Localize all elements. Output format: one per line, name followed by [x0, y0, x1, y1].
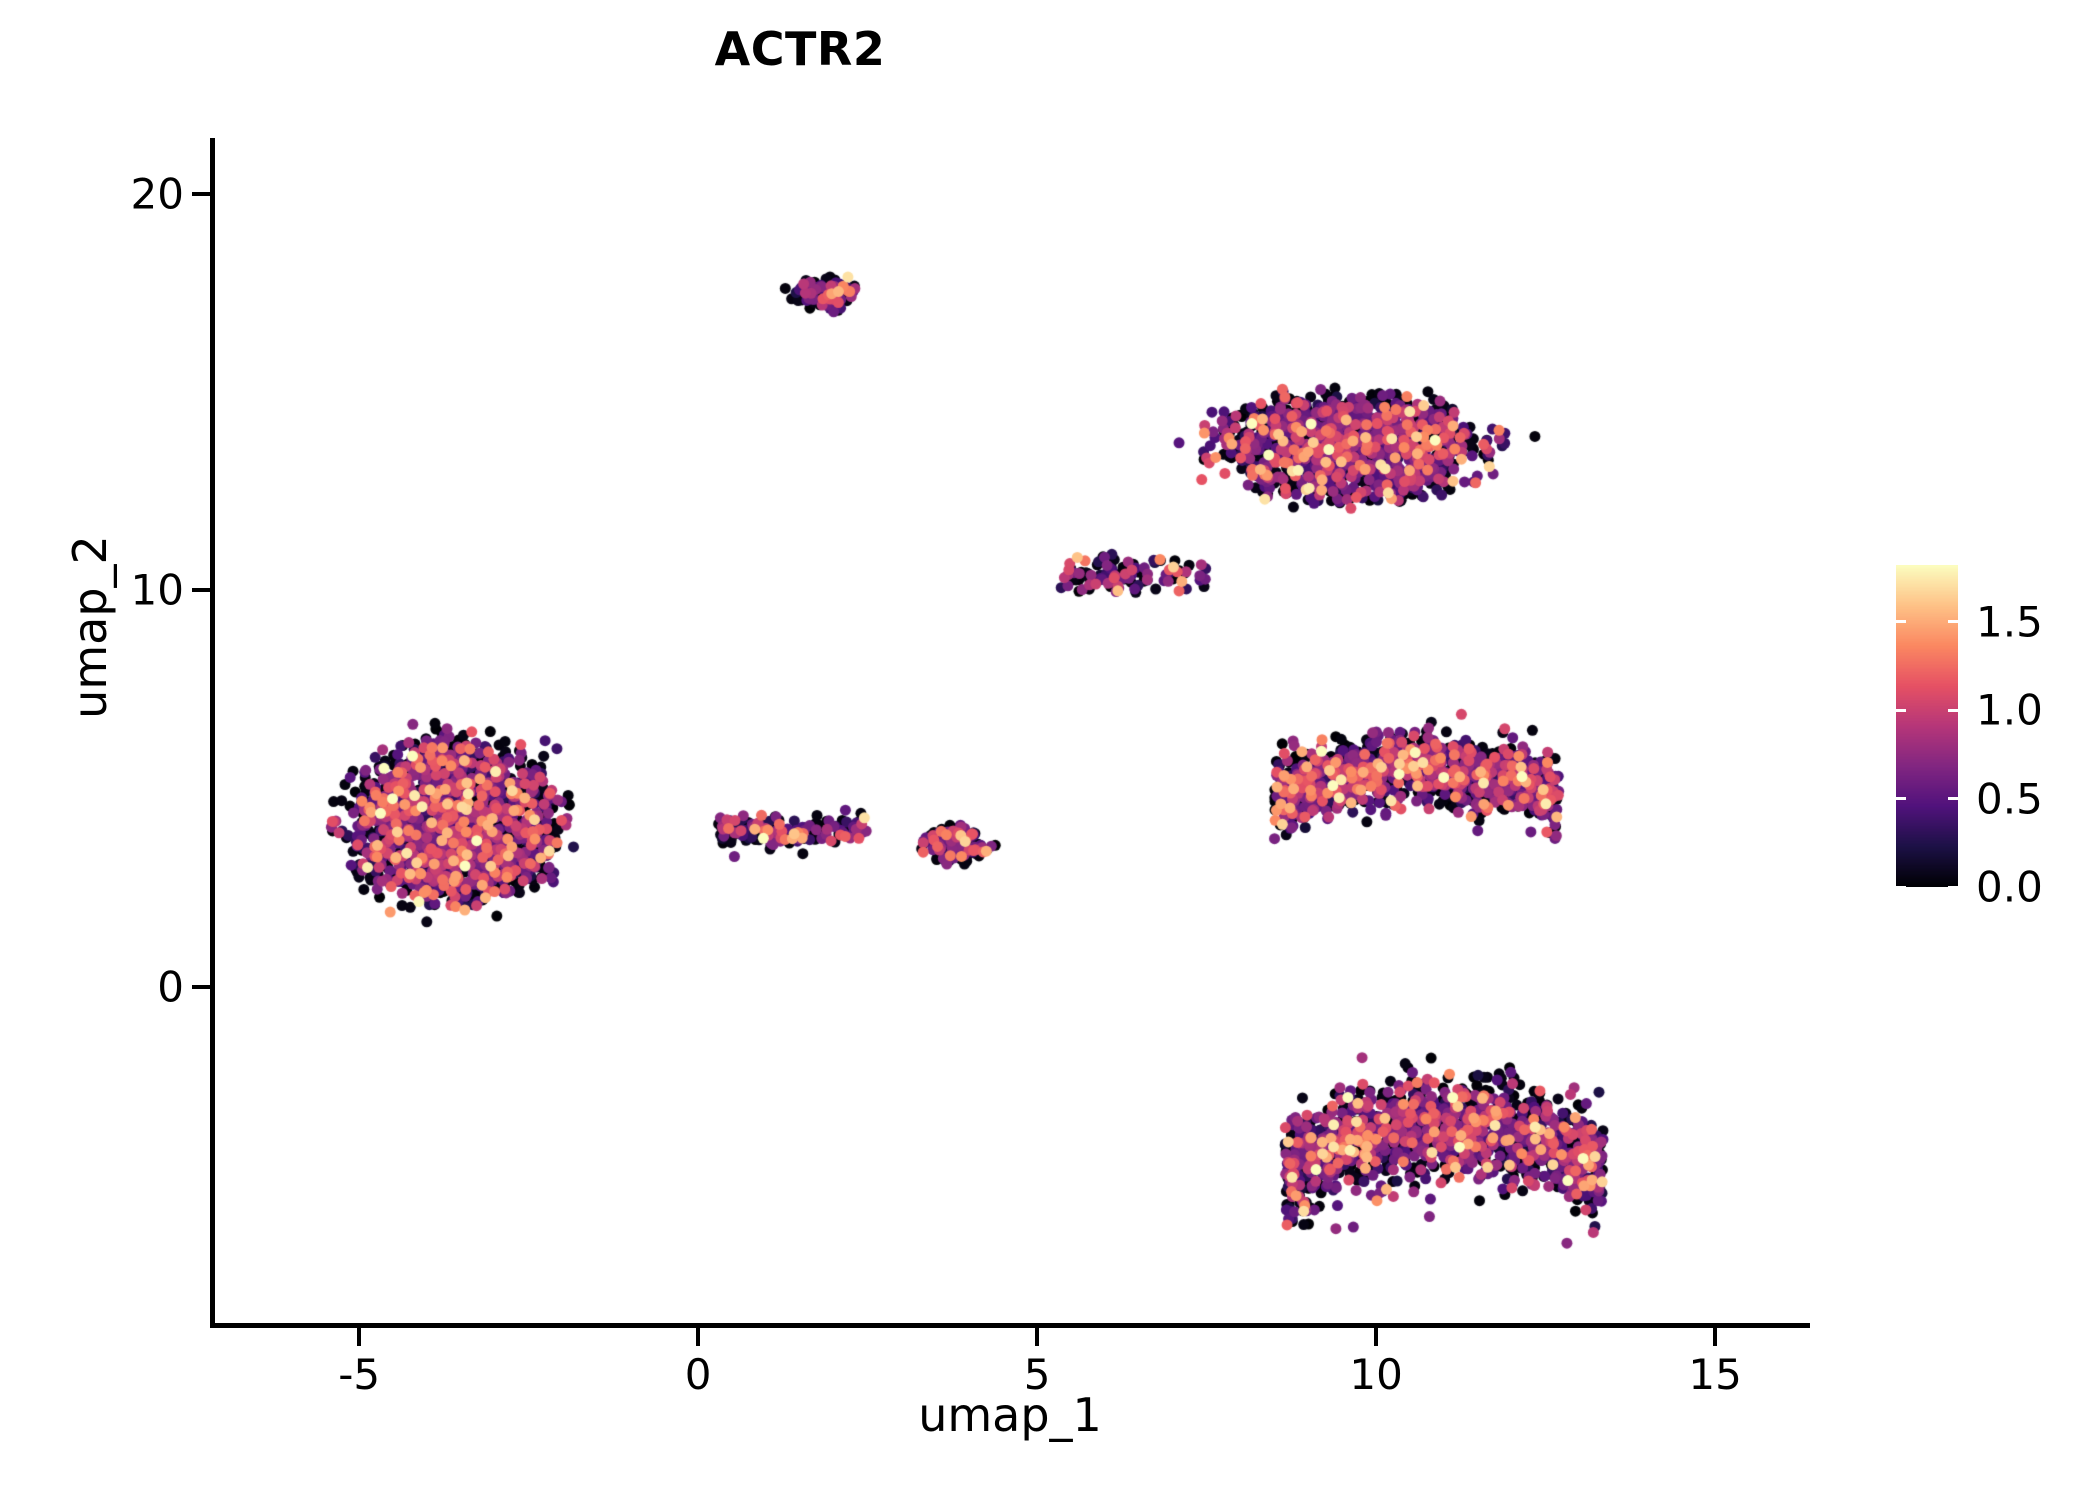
y-tick-mark	[192, 191, 210, 196]
colorbar-tick-mark	[1948, 620, 1958, 624]
scatter-point-cloud	[210, 138, 1810, 1328]
x-tick-mark	[696, 1328, 701, 1346]
y-tick-label: 10	[130, 565, 184, 615]
colorbar-tick-mark	[1896, 885, 1906, 889]
colorbar-tick-label: 1.0	[1976, 685, 2043, 735]
colorbar-tick-mark	[1896, 620, 1906, 624]
page-title: ACTR2	[714, 22, 886, 76]
y-tick-label: 20	[130, 169, 184, 219]
colorbar-tick-mark	[1948, 885, 1958, 889]
colorbar-gradient	[1896, 565, 1958, 887]
x-tick-mark	[357, 1328, 362, 1346]
colorbar-tick-label: 0.0	[1976, 862, 2043, 912]
x-tick-mark	[1035, 1328, 1040, 1346]
x-tick-label: 10	[1349, 1350, 1403, 1399]
y-tick-mark	[192, 588, 210, 593]
y-tick-label: 0	[157, 962, 184, 1012]
colorbar-tick-mark	[1896, 797, 1906, 801]
plot-axes: 0 10 20 -5 0 5 10 15	[131, 138, 1810, 1399]
x-tick-mark	[1374, 1328, 1379, 1346]
colorbar: 0.0 0.5 1.0 1.5	[1896, 565, 2043, 912]
x-tick-label: 15	[1688, 1350, 1742, 1399]
colorbar-tick-label: 0.5	[1976, 774, 2043, 824]
x-tick-mark	[1713, 1328, 1718, 1346]
colorbar-tick-mark	[1948, 708, 1958, 712]
y-axis-label: umap_2	[63, 535, 117, 719]
x-tick-label: -5	[338, 1350, 381, 1399]
x-tick-label: 5	[1023, 1350, 1051, 1399]
colorbar-tick-mark	[1948, 797, 1958, 801]
colorbar-tick-mark	[1896, 708, 1906, 712]
colorbar-tick-label: 1.5	[1976, 597, 2043, 647]
y-tick-mark	[192, 984, 210, 989]
x-tick-label: 0	[684, 1350, 712, 1399]
x-axis-label: umap_1	[918, 1388, 1102, 1442]
